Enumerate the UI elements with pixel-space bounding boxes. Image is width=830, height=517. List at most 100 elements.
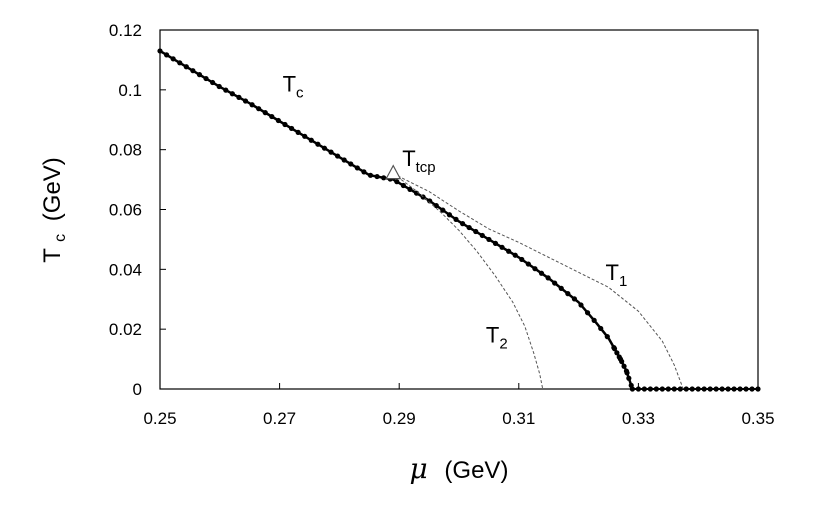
series-tc-marker — [229, 91, 235, 97]
series-tc-flat-marker — [725, 386, 731, 392]
series-tc-marker — [604, 334, 610, 340]
x-tick-label: 0.35 — [741, 409, 774, 428]
series-tc-flat-marker — [671, 386, 677, 392]
series-tc-marker — [545, 275, 551, 281]
y-axis-title: T c (GeV) — [39, 157, 71, 263]
plot-frame — [159, 29, 759, 390]
annotation-sub: c — [296, 84, 304, 101]
series-tc-marker — [506, 248, 512, 254]
x-axis-symbol: μ — [410, 452, 428, 485]
series-tc-marker — [302, 133, 308, 139]
series-tc-flat-marker — [707, 386, 713, 392]
series-tc-marker — [236, 94, 242, 100]
series-tc-marker — [196, 72, 203, 78]
annotation-main: T — [486, 323, 499, 348]
series-tc-marker — [466, 224, 472, 231]
series-tc-marker — [183, 64, 189, 70]
series-tc-marker — [473, 228, 479, 235]
series-tc-flat-marker — [755, 386, 761, 392]
x-tick-label: 0.27 — [263, 409, 296, 428]
series-tc-marker — [256, 106, 262, 112]
series-tc-marker — [249, 102, 255, 108]
series-tc-marker — [552, 280, 558, 286]
series-tc-marker — [177, 60, 183, 66]
series-tc-marker — [525, 261, 531, 267]
series-tc-flat-marker — [737, 386, 743, 392]
series-tc-flat-marker — [731, 386, 737, 392]
series-tc-marker — [492, 240, 499, 246]
series-tc-flat-marker — [647, 386, 653, 392]
series-tc-marker — [614, 350, 620, 356]
annotation-t1: T1 — [606, 260, 628, 290]
series-tc-marker — [619, 358, 625, 365]
series-tc-marker — [295, 129, 301, 135]
series-layer — [157, 48, 761, 392]
series-tc-marker — [374, 173, 380, 180]
series-tc-marker — [163, 52, 170, 58]
series-tc-marker — [262, 110, 268, 116]
series-tc-flat-marker — [641, 386, 647, 392]
y-axis-ticks: 0 0.02 0.04 0.06 0.08 0.1 0.12 — [109, 21, 166, 399]
series-tc-marker — [611, 346, 618, 352]
series-tc-flat-marker — [713, 386, 719, 392]
y-tick-label: 0.12 — [109, 21, 142, 40]
y-axis-unit: (GeV) — [39, 157, 66, 221]
series-tc-marker — [459, 221, 466, 227]
series-tc-marker — [321, 145, 328, 151]
series-tc-marker — [565, 291, 571, 297]
annotation-t2: T2 — [486, 323, 508, 353]
series-tc-marker — [499, 244, 505, 250]
series-tc-marker — [571, 296, 578, 302]
series-tc-flat-marker — [659, 386, 665, 392]
series-tc-flat-marker — [665, 386, 671, 392]
x-tick-label: 0.29 — [383, 409, 416, 428]
series-tc-marker — [479, 232, 485, 239]
series-tc-marker — [538, 270, 545, 276]
series-tc-marker — [341, 157, 347, 163]
y-axis-sub: c — [52, 234, 69, 242]
series-tc-marker — [216, 83, 222, 90]
series-tc-marker — [486, 236, 492, 243]
annotation-main: T — [606, 260, 619, 285]
series-tc-marker — [275, 117, 282, 124]
series-tc-marker — [348, 161, 354, 167]
series-tc-marker — [591, 317, 597, 323]
series-tc-marker — [367, 172, 374, 178]
series-tc-marker — [288, 125, 295, 132]
series-tc-marker — [598, 325, 604, 332]
series-tc-flat-marker — [695, 386, 701, 392]
series-tc-marker — [623, 368, 630, 374]
series-tc-marker — [157, 48, 163, 54]
annotation-sub: 2 — [499, 336, 507, 353]
y-tick-label: 0.02 — [109, 320, 142, 339]
y-tick-label: 0.1 — [118, 81, 142, 100]
series-tc-marker — [584, 310, 591, 316]
series-tc-marker — [621, 363, 627, 369]
x-axis-unit: (GeV) — [444, 457, 508, 484]
series-tc-marker — [427, 198, 433, 204]
series-tc-flat-marker — [749, 386, 755, 392]
series-tc-marker — [453, 216, 459, 222]
tricritical-point-marker — [385, 164, 402, 180]
x-axis-title: μ (GeV) — [410, 452, 509, 485]
annotation-main: T — [402, 146, 415, 171]
x-axis-ticks: 0.25 0.27 0.29 0.31 0.33 0.35 — [143, 383, 775, 428]
series-tc-marker — [354, 165, 360, 171]
series-tc-marker — [282, 121, 288, 128]
series-tc-marker — [512, 252, 518, 258]
y-tick-label: 0 — [133, 380, 142, 399]
series-tc-marker — [381, 175, 387, 181]
y-axis-main: T — [39, 248, 66, 263]
series-tc-flat-marker — [629, 386, 636, 392]
x-tick-label: 0.31 — [502, 409, 535, 428]
series-tc-marker — [407, 186, 413, 192]
series-tc-marker — [394, 179, 400, 185]
series-tc-flat-marker — [683, 386, 689, 392]
annotation-sub: 1 — [619, 273, 627, 290]
y-tick-label: 0.04 — [109, 260, 142, 279]
series-tc-marker — [626, 375, 632, 381]
y-tick-label: 0.06 — [109, 201, 142, 220]
series-tc-flat-marker — [653, 386, 659, 392]
